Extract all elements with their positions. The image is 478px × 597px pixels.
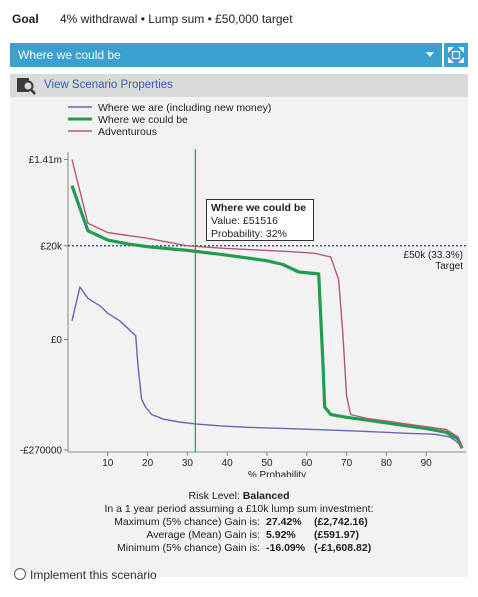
- y-tick-label: £1.41m: [29, 155, 62, 166]
- goal-label: Goal: [12, 12, 39, 26]
- chevron-down-icon: [426, 52, 434, 57]
- risk-row-label: Maximum (5% chance) Gain is:: [114, 516, 260, 528]
- x-tick-label: 70: [341, 458, 353, 469]
- x-tick-label: 40: [222, 458, 234, 469]
- x-tick-label: 80: [381, 458, 393, 469]
- legend-label: Where we could be: [98, 114, 188, 126]
- expand-button[interactable]: [444, 43, 468, 67]
- x-tick-label: 60: [301, 458, 313, 469]
- y-tick-label: -£270000: [20, 446, 63, 457]
- risk-row-amount: (-£1,608.82): [314, 542, 372, 554]
- probability-chart: Where we are (including new money)Where …: [20, 102, 466, 477]
- risk-level-label: Risk Level:: [188, 490, 240, 502]
- implement-label: Implement this scenario: [30, 568, 157, 582]
- series-line: [71, 286, 463, 449]
- scenario-dropdown[interactable]: Where we could be: [10, 43, 442, 67]
- risk-row-amount: (£591.97): [314, 529, 359, 541]
- view-scenario-properties-bar[interactable]: View Scenario Properties: [10, 74, 468, 97]
- target-label: £50k (33.3%): [404, 250, 463, 261]
- chart-panel: Where we are (including new money) Where …: [10, 97, 468, 577]
- expand-arrows-icon: [448, 47, 464, 63]
- magnifier-icon: [17, 78, 36, 95]
- implement-radio[interactable]: [14, 568, 26, 580]
- legend-label: Adventurous: [98, 126, 157, 138]
- risk-row-mean: Average (Mean) Gain is: 5.92% (£591.97): [10, 529, 468, 542]
- risk-level-value: Balanced: [242, 490, 290, 502]
- x-tick-label: 50: [261, 458, 273, 469]
- risk-row-label: Average (Mean) Gain is:: [146, 529, 260, 541]
- target-sub-label: Target: [435, 261, 463, 272]
- risk-row-pct: 5.92%: [266, 529, 296, 541]
- risk-period-text: In a 1 year period assuming a £10k lump …: [104, 503, 374, 515]
- x-tick-label: 90: [421, 458, 433, 469]
- y-tick-label: £20k: [40, 241, 63, 252]
- risk-row-label: Minimum (5% chance) Gain is:: [117, 542, 260, 554]
- risk-row-pct: 27.42%: [266, 516, 302, 528]
- x-tick-label: 30: [182, 458, 194, 469]
- view-scenario-properties-link[interactable]: View Scenario Properties: [44, 79, 173, 91]
- legend-label: Where we are (including new money): [98, 102, 271, 114]
- x-tick-label: 20: [142, 458, 154, 469]
- goal-row: Goal 4% withdrawal • Lump sum • £50,000 …: [0, 0, 478, 40]
- goal-text: 4% withdrawal • Lump sum • £50,000 targe…: [60, 12, 293, 26]
- series-line: [71, 159, 463, 449]
- risk-row-pct: -16.09%: [266, 542, 306, 554]
- tooltip-title: Where we could be: [211, 202, 307, 214]
- risk-row-max: Maximum (5% chance) Gain is: 27.42% (£2,…: [10, 516, 468, 529]
- scenario-selected-label: Where we could be: [18, 48, 121, 62]
- chart-tooltip: Where we could be Value: £51516 Probabil…: [206, 199, 314, 241]
- risk-level-line: Risk Level: Balanced: [10, 490, 468, 502]
- risk-row-amount: (£2,742.16): [314, 516, 368, 528]
- y-tick-label: £0: [51, 335, 63, 346]
- x-tick-label: 10: [102, 458, 114, 469]
- x-axis-label: % Probability: [248, 470, 306, 477]
- series-line: [70, 185, 464, 449]
- risk-row-min: Minimum (5% chance) Gain is: -16.09% (-£…: [10, 542, 468, 555]
- tooltip-value: Value: £51516: [211, 215, 278, 227]
- implement-scenario-option[interactable]: Implement this scenario: [14, 568, 157, 582]
- tooltip-probability: Probability: 32%: [211, 228, 287, 240]
